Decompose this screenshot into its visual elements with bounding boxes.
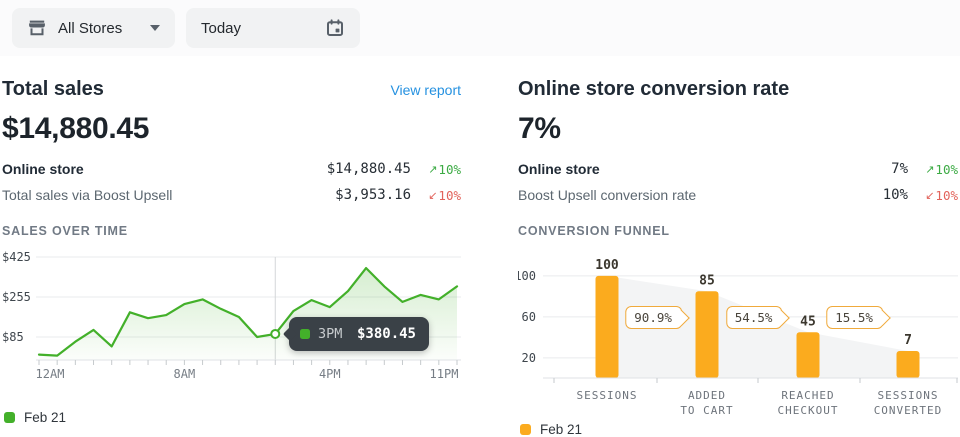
metric-value: $3,953.16 [335,187,411,203]
bar-value-label: 100 [595,258,619,273]
store-icon [27,18,47,38]
funnel-category-label: SESSIONS [576,389,638,402]
date-selector-label: Today [201,19,242,37]
conversion-rows: Online store 7% ↗ 10% Boost Upsell conve… [518,158,958,206]
metric-label: Total sales via Boost Upsell [2,187,173,203]
y-axis-label: $255 [2,290,31,304]
funnel-bar[interactable] [595,275,619,378]
total-sales-rows: Online store $14,880.45 ↗ 10% Total sale… [2,158,461,206]
metric-value: 7% [891,161,908,177]
total-sales-big-value: $14,880.45 [2,112,150,145]
legend-swatch-green [4,412,15,423]
metric-label: Boost Upsell conversion rate [518,187,697,203]
metric-row: Online store $14,880.45 ↗ 10% [2,158,461,180]
metric-label: Online store [2,161,84,177]
topbar: All Stores Today [0,0,960,56]
legend-label: Feb 21 [24,410,67,425]
conversion-title: Online store conversion rate [518,78,790,100]
x-axis: 12AM 8AM 4PM 11PM [36,359,461,381]
y-axis-label: 20 [522,351,536,365]
x-axis-label: 11PM [430,367,459,381]
chart-tooltip: 3PM $380.45 [289,317,429,351]
metric-value: 10% [882,187,908,203]
conversion-panel: Online store conversion rate 7% Online s… [518,56,958,437]
x-axis-label: 8AM [174,367,196,381]
funnel-category-label: ADDED TO CART [680,389,734,417]
tooltip-series-icon [300,329,310,339]
sales-legend: Feb 21 [4,410,461,425]
conversion-funnel-heading: CONVERSION FUNNEL [518,224,670,238]
metric-delta: ↙ 10% [428,187,461,203]
view-report-link[interactable]: View report [390,82,461,98]
metric-row: Boost Upsell conversion rate 10% ↙ 10% [518,184,958,206]
total-sales-panel: Total sales View report $14,880.45 Onlin… [2,56,461,437]
conversion-funnel-chart[interactable]: 100 60 20 100 85 45 7 90.9% 54.5% 15.5% SESSIONS AD… [518,250,958,417]
y-axis-label: 60 [522,310,536,324]
funnel-category-label: REACHED CHECKOUT [777,389,839,417]
bar-value-label: 7 [904,333,912,348]
trend-up-icon: ↗ [428,162,438,176]
series-line [37,267,459,357]
bar-value-label: 45 [800,314,816,329]
sales-line-svg: $425 $255 $85 12AM 8AM 4PM 11PM [2,250,461,381]
panels: Total sales View report $14,880.45 Onlin… [0,56,960,437]
x-axis-label: 12AM [36,367,65,381]
legend-swatch-orange [520,424,531,435]
legend-label: Feb 21 [540,422,583,437]
calendar-icon [325,18,345,38]
conversion-rate-badge: 90.9% [625,306,682,329]
sales-over-time-chart[interactable]: 3PM $380.45 $425 $255 $85 12AM 8AM 4PM 11PM [2,250,461,382]
y-axis-label: 100 [518,269,536,283]
trend-down-icon: ↙ [428,188,438,202]
tooltip-value: $380.45 [356,326,416,342]
chevron-down-icon [150,25,160,31]
trend-up-icon: ↗ [925,162,935,176]
tooltip-time: 3PM [318,326,343,342]
funnel-bar[interactable] [796,332,820,378]
metric-value: $14,880.45 [326,161,411,177]
y-axis-label: $425 [2,250,31,264]
store-selector[interactable]: All Stores [12,8,175,48]
hover-marker [270,328,281,339]
metric-label: Online store [518,161,600,177]
metric-row: Total sales via Boost Upsell $3,953.16 ↙… [2,184,461,206]
funnel-category-label: SESSIONS CONVERTED [873,389,943,417]
trend-down-icon: ↙ [925,188,935,202]
conversion-rate-badge: 15.5% [826,306,883,329]
store-selector-label: All Stores [58,19,123,37]
x-axis [543,377,958,383]
metric-delta: ↗ 10% [428,161,461,177]
metric-delta: ↙ 10% [925,187,958,203]
bar-value-label: 85 [699,273,715,288]
funnel-legend: Feb 21 [520,422,958,437]
funnel-bar[interactable] [695,291,719,378]
y-axis-label: $85 [2,330,24,344]
x-axis-label: 4PM [319,367,341,381]
conversion-big-value: 7% [518,112,561,145]
date-selector[interactable]: Today [186,8,360,48]
total-sales-title: Total sales [2,78,104,100]
sales-over-time-heading: SALES OVER TIME [2,224,128,238]
metric-delta: ↗ 10% [925,161,958,177]
funnel-bar[interactable] [896,351,920,378]
metric-row: Online store 7% ↗ 10% [518,158,958,180]
conversion-rate-badge: 54.5% [725,306,783,329]
